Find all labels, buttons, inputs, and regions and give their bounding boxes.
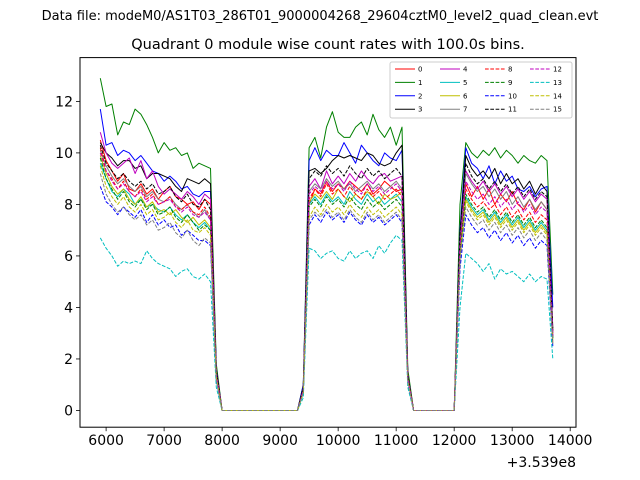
legend-label-6: 6 — [463, 92, 468, 100]
legend-label-15: 15 — [553, 106, 562, 114]
legend-label-12: 12 — [553, 66, 562, 74]
series-line-5 — [99, 163, 554, 411]
x-tick-label: 8000 — [204, 433, 240, 449]
y-tick-label: 12 — [55, 94, 73, 110]
series-line-7 — [99, 150, 554, 411]
y-tick-label: 0 — [64, 403, 73, 419]
legend-label-11: 11 — [508, 106, 517, 114]
legend-label-0: 0 — [418, 66, 422, 74]
legend-label-4: 4 — [463, 66, 468, 74]
series-line-9 — [99, 157, 554, 411]
x-tick-label: 7000 — [146, 433, 182, 449]
legend-label-10: 10 — [508, 92, 517, 100]
series-line-11 — [99, 145, 554, 411]
legend-label-1: 1 — [418, 79, 422, 87]
y-tick-label: 4 — [64, 300, 73, 316]
legend-label-13: 13 — [553, 79, 562, 87]
y-axis: 0 2 4 6 8 10 12 — [55, 94, 80, 419]
y-tick-label: 10 — [55, 146, 73, 162]
y-tick-label: 8 — [64, 197, 73, 213]
legend-label-9: 9 — [508, 79, 512, 87]
series-line-14 — [99, 165, 554, 411]
legend-label-7: 7 — [463, 106, 467, 114]
x-tick-label: 10000 — [316, 433, 361, 449]
y-tick-label: 6 — [64, 249, 73, 265]
legend-label-8: 8 — [508, 66, 512, 74]
x-tick-label: 9000 — [262, 433, 298, 449]
legend-box — [389, 61, 573, 119]
series-line-10 — [99, 186, 554, 411]
figure-suptitle: Data file: modeM0/AS1T03_286T01_90000042… — [42, 9, 599, 24]
series-line-3 — [99, 142, 554, 411]
series-line-2 — [99, 109, 554, 411]
y-tick-label: 2 — [64, 352, 73, 368]
series-line-0 — [99, 139, 554, 411]
plot-lines — [99, 78, 554, 411]
legend-label-2: 2 — [418, 92, 422, 100]
legend-label-5: 5 — [463, 79, 467, 87]
series-line-12 — [99, 152, 554, 411]
x-axis: 6000 7000 8000 9000 10000 11000 12000 13000 1400… — [88, 427, 592, 449]
x-tick-label: 6000 — [88, 433, 124, 449]
chart-title: Quadrant 0 module wise count rates with … — [131, 37, 525, 53]
x-tick-label: 14000 — [548, 433, 593, 449]
x-tick-label: 12000 — [432, 433, 477, 449]
series-line-1 — [99, 78, 554, 411]
series-line-13 — [99, 234, 554, 411]
series-line-8 — [99, 147, 554, 411]
series-line-4 — [99, 132, 554, 411]
x-tick-label: 11000 — [374, 433, 419, 449]
axes-frame — [79, 57, 577, 428]
legend-label-3: 3 — [418, 106, 422, 114]
legend-label-14: 14 — [553, 92, 562, 100]
x-offset-label: +3.539e8 — [507, 455, 576, 471]
x-tick-label: 13000 — [490, 433, 535, 449]
series-line-15 — [99, 173, 554, 411]
